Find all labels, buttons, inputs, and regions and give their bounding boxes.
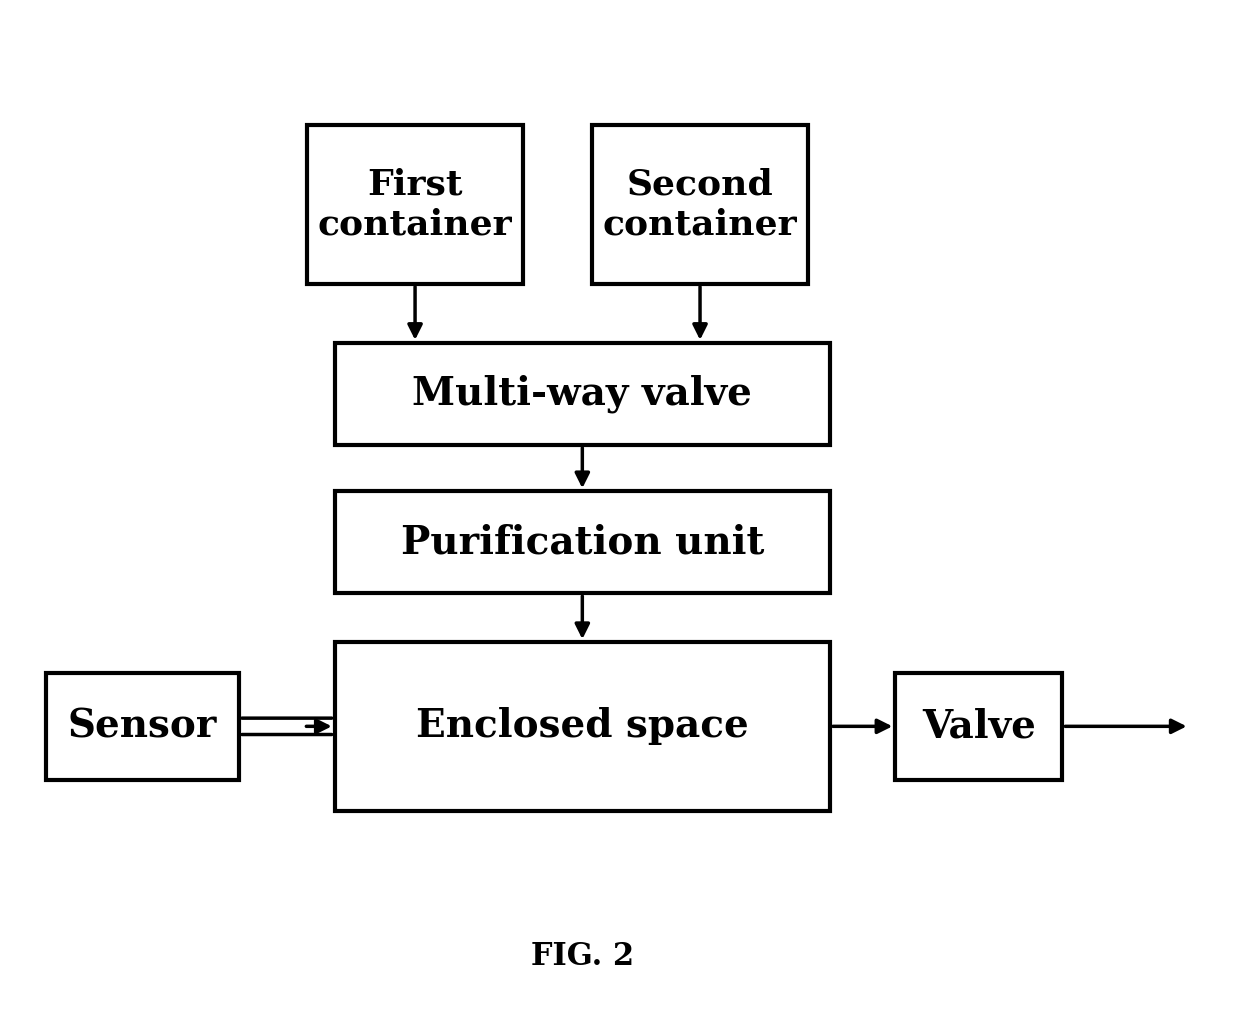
- Text: First
container: First container: [317, 168, 513, 241]
- Text: Sensor: Sensor: [68, 707, 217, 746]
- Text: Purification unit: Purification unit: [400, 523, 764, 562]
- FancyBboxPatch shape: [335, 343, 830, 445]
- Text: Second
container: Second container: [602, 168, 798, 241]
- FancyBboxPatch shape: [335, 642, 830, 810]
- Text: Enclosed space: Enclosed space: [416, 707, 748, 746]
- Text: Valve: Valve: [922, 707, 1036, 746]
- FancyBboxPatch shape: [591, 125, 808, 283]
- Text: FIG. 2: FIG. 2: [530, 941, 634, 972]
- Text: Multi-way valve: Multi-way valve: [413, 374, 752, 413]
- FancyBboxPatch shape: [895, 673, 1063, 780]
- FancyBboxPatch shape: [307, 125, 523, 283]
- FancyBboxPatch shape: [47, 673, 238, 780]
- FancyBboxPatch shape: [335, 491, 830, 593]
